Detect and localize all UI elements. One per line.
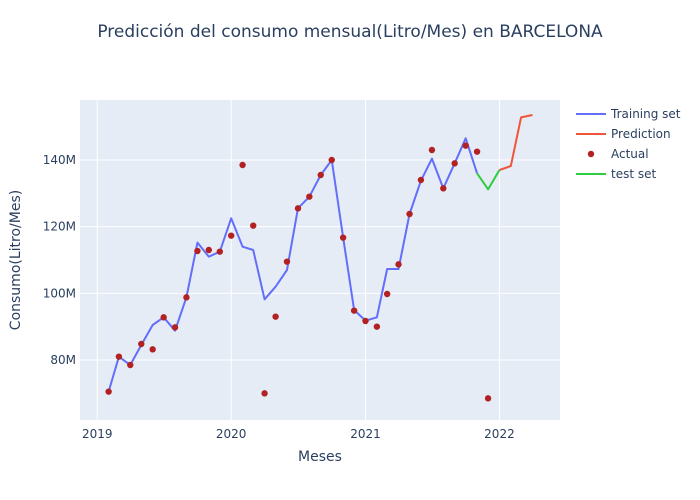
actual-point [306,193,313,200]
actual-point [250,222,257,229]
actual-point [227,232,235,239]
tick-labels: 2019 2020 2021 2022 80M 100M 120M 140M [43,153,515,441]
actual-point [194,247,201,255]
actual-point [138,340,145,348]
y-tick-label: 80M [50,353,76,367]
actual-point [127,361,134,369]
actual-point [473,148,481,155]
actual-point [440,185,447,192]
y-axis-title: Consumo(Litro/Mes) [8,190,24,330]
actual-point [149,346,156,353]
prediction-line [499,114,533,171]
actual-point [362,317,369,325]
plot-area [80,100,560,420]
chart-title: Predicción del consumo mensual(Litro/Mes… [97,22,603,42]
actual-point [451,160,458,167]
x-tick-label: 2019 [82,427,113,441]
training-set-line [107,137,479,392]
actual-point [205,246,213,254]
legend-marker-swatch [587,150,595,158]
grid [80,100,560,420]
y-tick-label: 120M [43,220,76,234]
actual-point [216,248,224,255]
legend-label: Prediction [611,127,671,141]
actual-point [406,210,413,218]
legend-item[interactable]: test set [576,167,656,181]
actual-point [395,261,402,268]
x-tick-label: 2020 [216,427,247,441]
actual-point [105,388,112,395]
actual-point [339,234,347,241]
actual-point [171,324,179,331]
actual-point [373,323,381,330]
actual-point [328,156,335,164]
actual-point [484,395,492,402]
y-tick-label: 140M [43,153,76,167]
actual-point [294,205,302,212]
legend-item[interactable]: Prediction [576,127,671,141]
actual-point [183,294,190,301]
legend-label: test set [611,167,656,181]
actual-point [350,307,358,314]
actual-point [261,390,268,397]
x-axis-title: Meses [298,449,342,465]
legend[interactable]: Training set Prediction Actual test set [576,107,681,181]
actual-point [272,313,279,320]
actual-point [383,290,391,298]
actual-point [462,142,469,149]
actual-points [105,142,492,402]
legend-item[interactable]: Actual [587,147,649,161]
y-tick-label: 100M [43,286,76,300]
legend-label: Training set [610,107,681,121]
actual-point [239,161,246,169]
actual-point [428,146,436,154]
test-set-line [476,169,501,191]
legend-item[interactable]: Training set [576,107,681,121]
actual-point [160,314,167,321]
actual-point [317,171,324,179]
actual-point [115,353,123,360]
legend-label: Actual [611,147,649,161]
series-layer [105,114,533,402]
actual-point [417,176,425,184]
actual-point [283,258,291,265]
x-tick-label: 2021 [350,427,381,441]
x-tick-label: 2022 [484,427,515,441]
